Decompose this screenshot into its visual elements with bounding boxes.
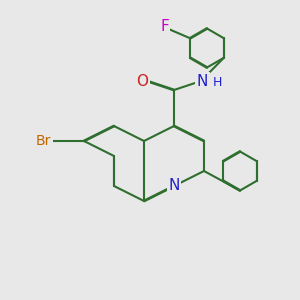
Text: F: F [160,19,169,34]
Text: O: O [136,74,148,88]
Text: N: N [197,74,208,88]
Text: N: N [168,178,180,194]
Text: Br: Br [36,134,51,148]
Text: H: H [212,76,222,89]
